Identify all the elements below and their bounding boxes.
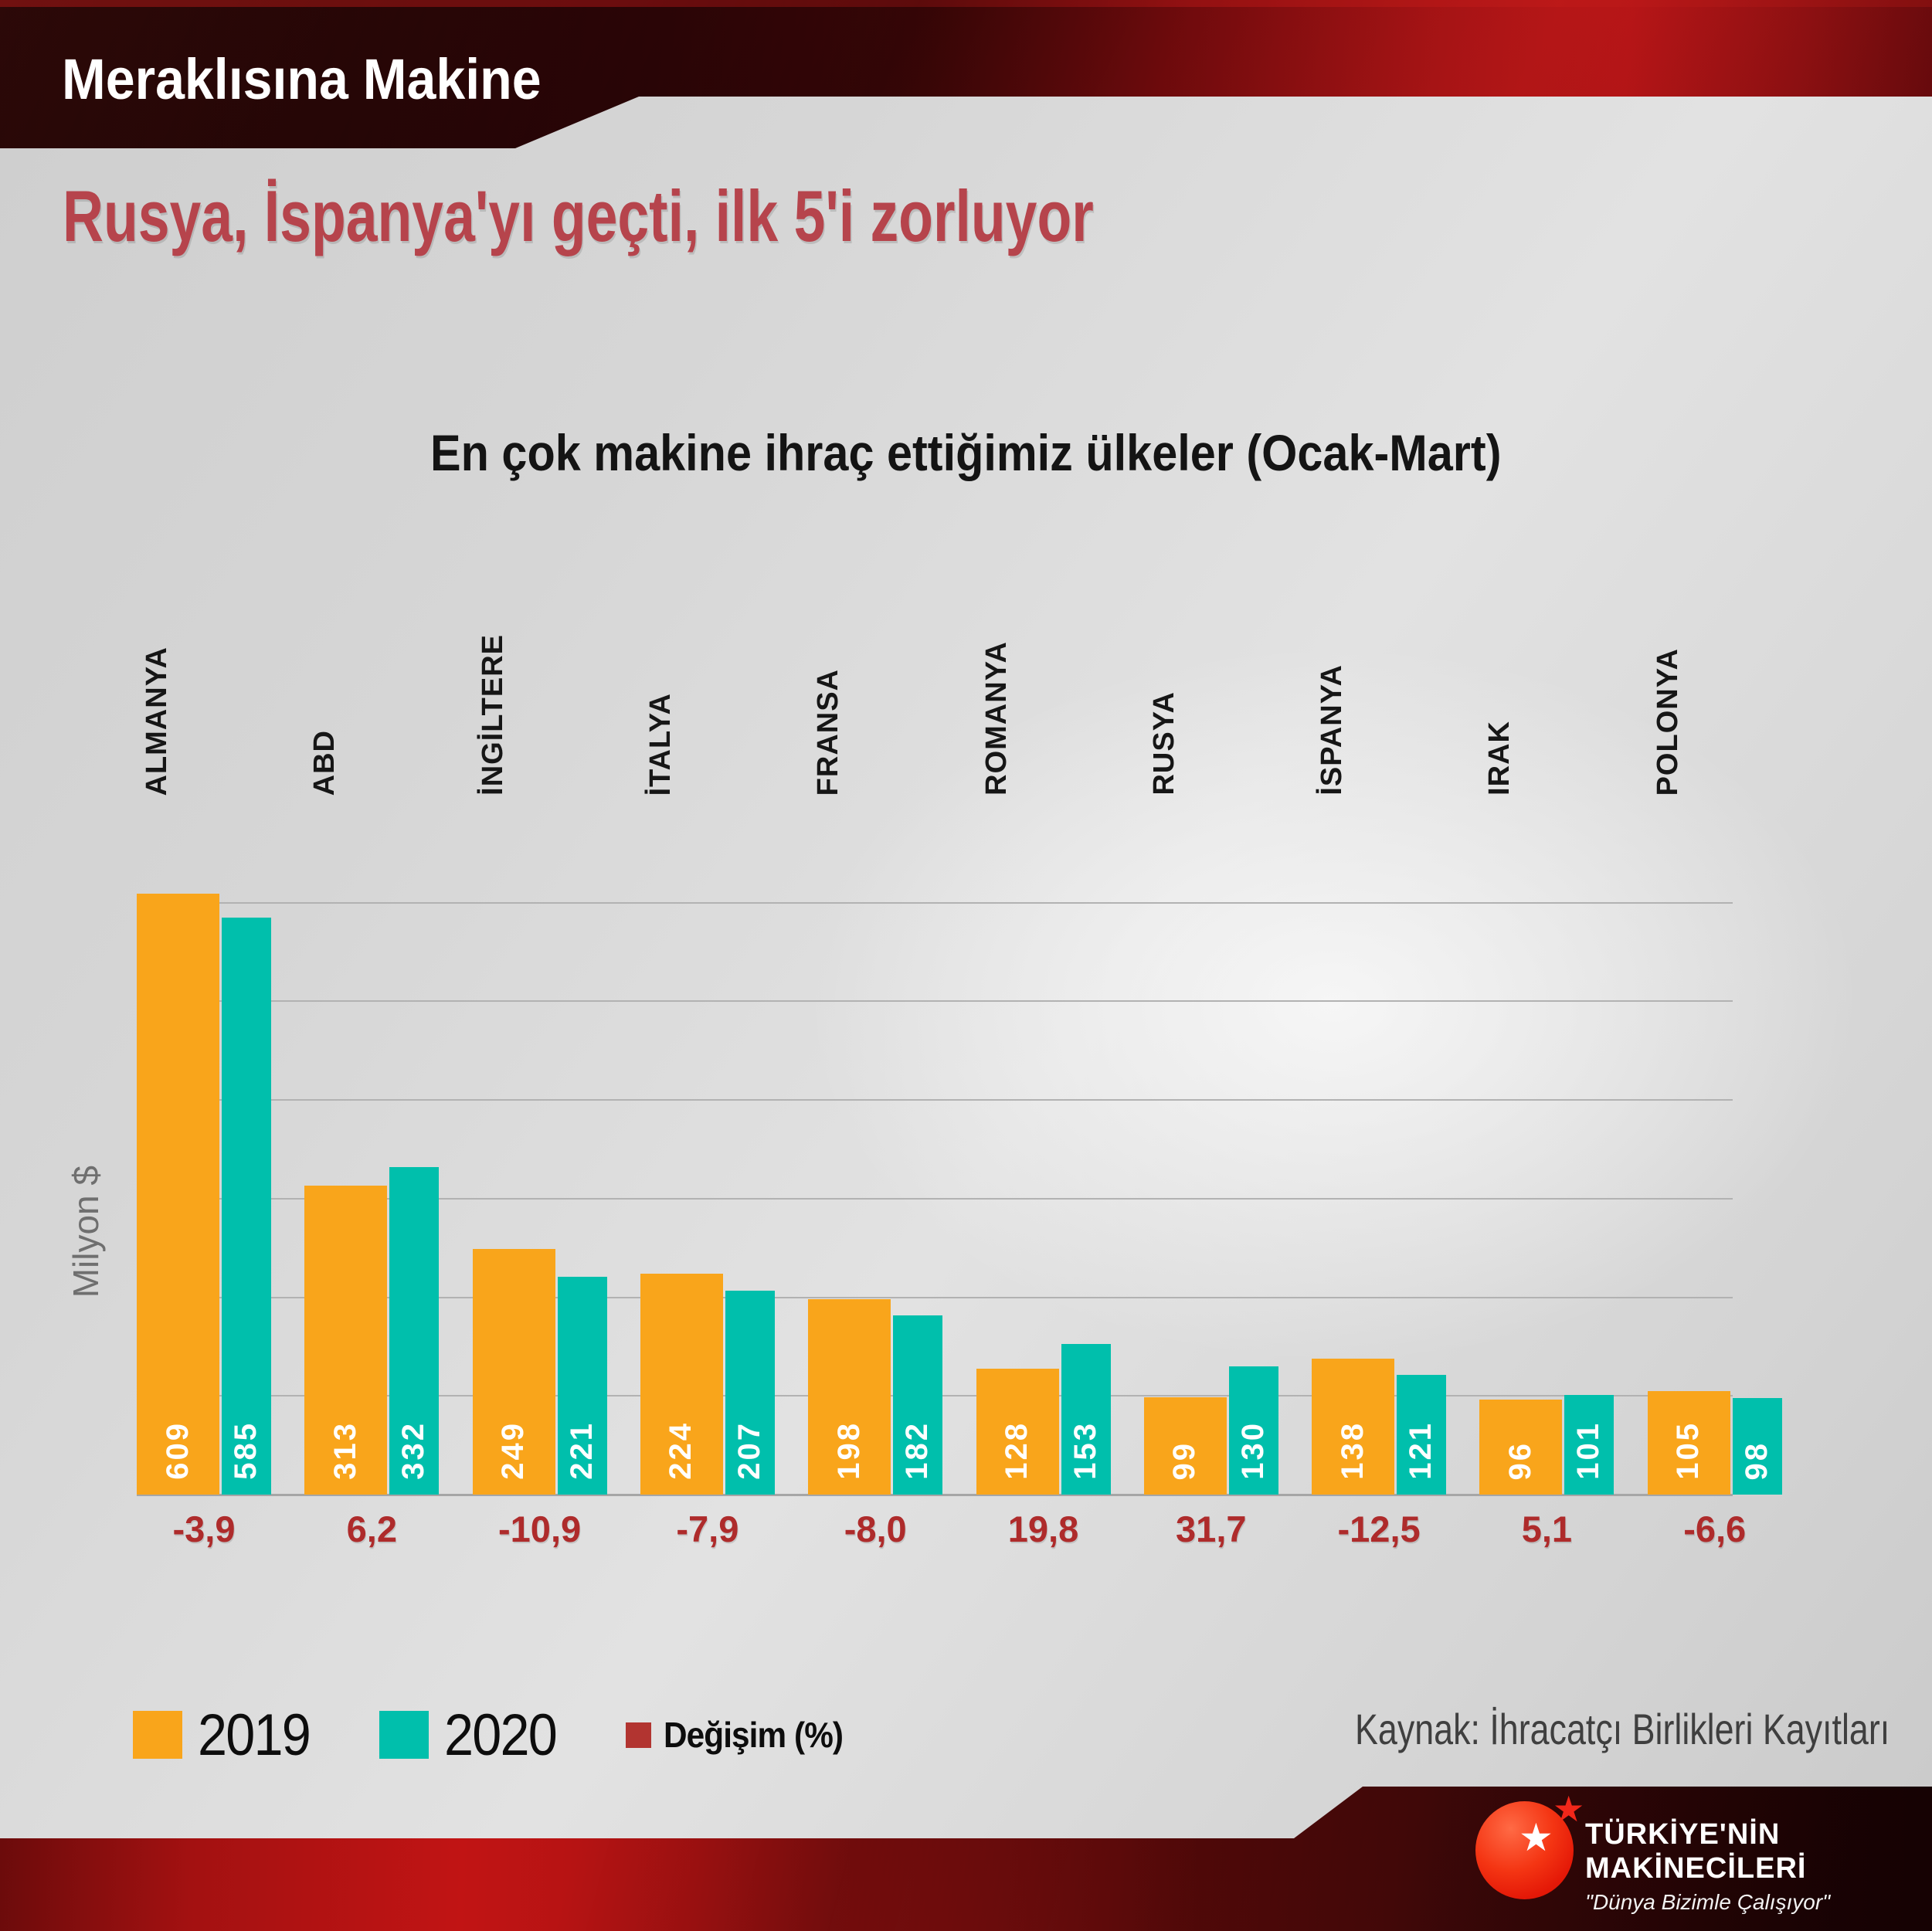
change-percent: 19,8 xyxy=(1007,1508,1079,1549)
bar-value-2020: 101 xyxy=(1571,1421,1606,1480)
category-label: ABD xyxy=(308,729,341,796)
bar-2019 xyxy=(1647,1390,1730,1495)
category-label: İNGİLTERE xyxy=(476,634,509,796)
top-banner: Meraklısına Makine xyxy=(0,0,1932,148)
bar-value-2019: 609 xyxy=(160,1421,195,1480)
bar-value-2020: 130 xyxy=(1235,1421,1270,1480)
chart-title-text: En çok makine ihraç ettiğimiz ülkeler (O… xyxy=(430,424,1502,481)
bar-2019 xyxy=(808,1299,891,1495)
bar-2020 xyxy=(1732,1397,1782,1495)
y-axis-label: Milyon $ xyxy=(66,1165,106,1298)
legend: 2019 2020 Değişim (%) xyxy=(133,1702,858,1768)
bar-value-2020: 207 xyxy=(732,1421,766,1480)
logo-tagline: "Dünya Bizimle Çalışıyor" xyxy=(1585,1890,1831,1914)
bar-2019 xyxy=(472,1249,555,1495)
change-percent: 31,7 xyxy=(1176,1508,1247,1549)
bar-2019 xyxy=(1479,1400,1563,1495)
gridline-0 xyxy=(137,1494,1733,1496)
category-label: FRANSA xyxy=(812,668,845,796)
logo-text: TÜRKİYE'NİN MAKİNECİLERİ "Dünya Bizimle … xyxy=(1585,1817,1830,1915)
brand-title: Meraklısına Makine xyxy=(62,47,542,111)
legend-label-change: Değişim (%) xyxy=(664,1715,844,1755)
gridline-400 xyxy=(137,1099,1733,1101)
change-percent: -6,6 xyxy=(1683,1508,1747,1549)
gridline-500 xyxy=(137,1000,1733,1003)
bar-value-2019: 96 xyxy=(1502,1441,1537,1481)
legend-swatch-change xyxy=(626,1722,652,1748)
category-label: İSPANYA xyxy=(1316,664,1349,796)
gridline-200 xyxy=(137,1296,1733,1298)
banner-top-strip xyxy=(0,0,1932,7)
bar-2019 xyxy=(1143,1396,1227,1495)
change-percent: -12,5 xyxy=(1337,1508,1421,1549)
legend-label-2020: 2020 xyxy=(444,1702,558,1768)
legend-label-2019: 2019 xyxy=(198,1702,311,1768)
bar-value-2020: 332 xyxy=(396,1421,431,1480)
bar-value-2019: 313 xyxy=(328,1421,362,1480)
bar-2020 xyxy=(1061,1343,1111,1495)
legend-swatch-2019 xyxy=(133,1711,182,1759)
gridline-600 xyxy=(137,901,1733,904)
bar-value-2020: 98 xyxy=(1739,1441,1774,1481)
bar-value-2020: 182 xyxy=(900,1421,935,1480)
bar-value-2020: 585 xyxy=(229,1421,263,1480)
bottom-banner: ★ ★ TÜRKİYE'NİN MAKİNECİLERİ "Dünya Bizi… xyxy=(0,1787,1932,1931)
star-icon: ★ xyxy=(1519,1815,1553,1860)
bar-value-2019: 128 xyxy=(1000,1421,1034,1480)
source-text: Kaynak: İhracatçı Birlikleri Kayıtları xyxy=(1354,1705,1890,1753)
bar-2019 xyxy=(137,894,219,1495)
logo-line2: MAKİNECİLERİ xyxy=(1585,1852,1807,1885)
bar-value-2020: 221 xyxy=(564,1421,599,1480)
bar-2020 xyxy=(1564,1395,1615,1495)
bar-value-2020: 153 xyxy=(1068,1421,1102,1480)
bar-value-2019: 249 xyxy=(496,1421,531,1480)
bar-value-2019: 99 xyxy=(1167,1441,1202,1481)
bar-2020 xyxy=(1397,1375,1447,1495)
category-label: ROMANYA xyxy=(980,641,1013,796)
bar-value-2019: 138 xyxy=(1335,1421,1370,1480)
bar-2020 xyxy=(725,1290,775,1495)
bar-2020 xyxy=(1228,1366,1278,1495)
bar-2020 xyxy=(222,917,271,1495)
category-label: ALMANYA xyxy=(141,646,173,796)
category-label: IRAK xyxy=(1483,721,1516,796)
bar-value-2019: 105 xyxy=(1671,1421,1706,1480)
change-percent: 6,2 xyxy=(346,1508,397,1549)
bar-value-2019: 198 xyxy=(831,1421,866,1480)
bar-value-2020: 121 xyxy=(1404,1421,1438,1480)
change-percent: -10,9 xyxy=(498,1508,582,1549)
bar-2020 xyxy=(893,1315,943,1495)
bar-2019 xyxy=(1312,1358,1395,1495)
bar-2019 xyxy=(640,1273,723,1495)
bar-2019 xyxy=(304,1186,388,1495)
headline-text: Rusya, İspanya'yı geçti, ilk 5'i zorluyo… xyxy=(63,175,1094,256)
legend-swatch-2020 xyxy=(379,1711,430,1759)
bar-value-2019: 224 xyxy=(664,1421,698,1480)
category-label: İTALYA xyxy=(643,692,677,796)
logo-line1: TÜRKİYE'NİN xyxy=(1585,1818,1781,1851)
change-percent: -8,0 xyxy=(844,1508,907,1549)
change-percent: 5,1 xyxy=(1521,1508,1573,1549)
gridline-300 xyxy=(137,1197,1733,1200)
chart-title: En çok makine ihraç ettiğimiz ülkeler (O… xyxy=(0,423,1932,482)
bar-2020 xyxy=(557,1276,607,1495)
change-percent: -7,9 xyxy=(676,1508,739,1549)
category-label: RUSYA xyxy=(1147,691,1180,796)
logo-circle: ★ xyxy=(1475,1801,1574,1899)
headline: Rusya, İspanya'yı geçti, ilk 5'i zorluyo… xyxy=(63,175,1384,258)
bar-2019 xyxy=(976,1368,1059,1495)
bar-2020 xyxy=(389,1167,440,1495)
category-label: POLONYA xyxy=(1651,647,1684,796)
small-star-icon: ★ xyxy=(1553,1788,1585,1830)
change-percent: -3,9 xyxy=(172,1508,236,1549)
